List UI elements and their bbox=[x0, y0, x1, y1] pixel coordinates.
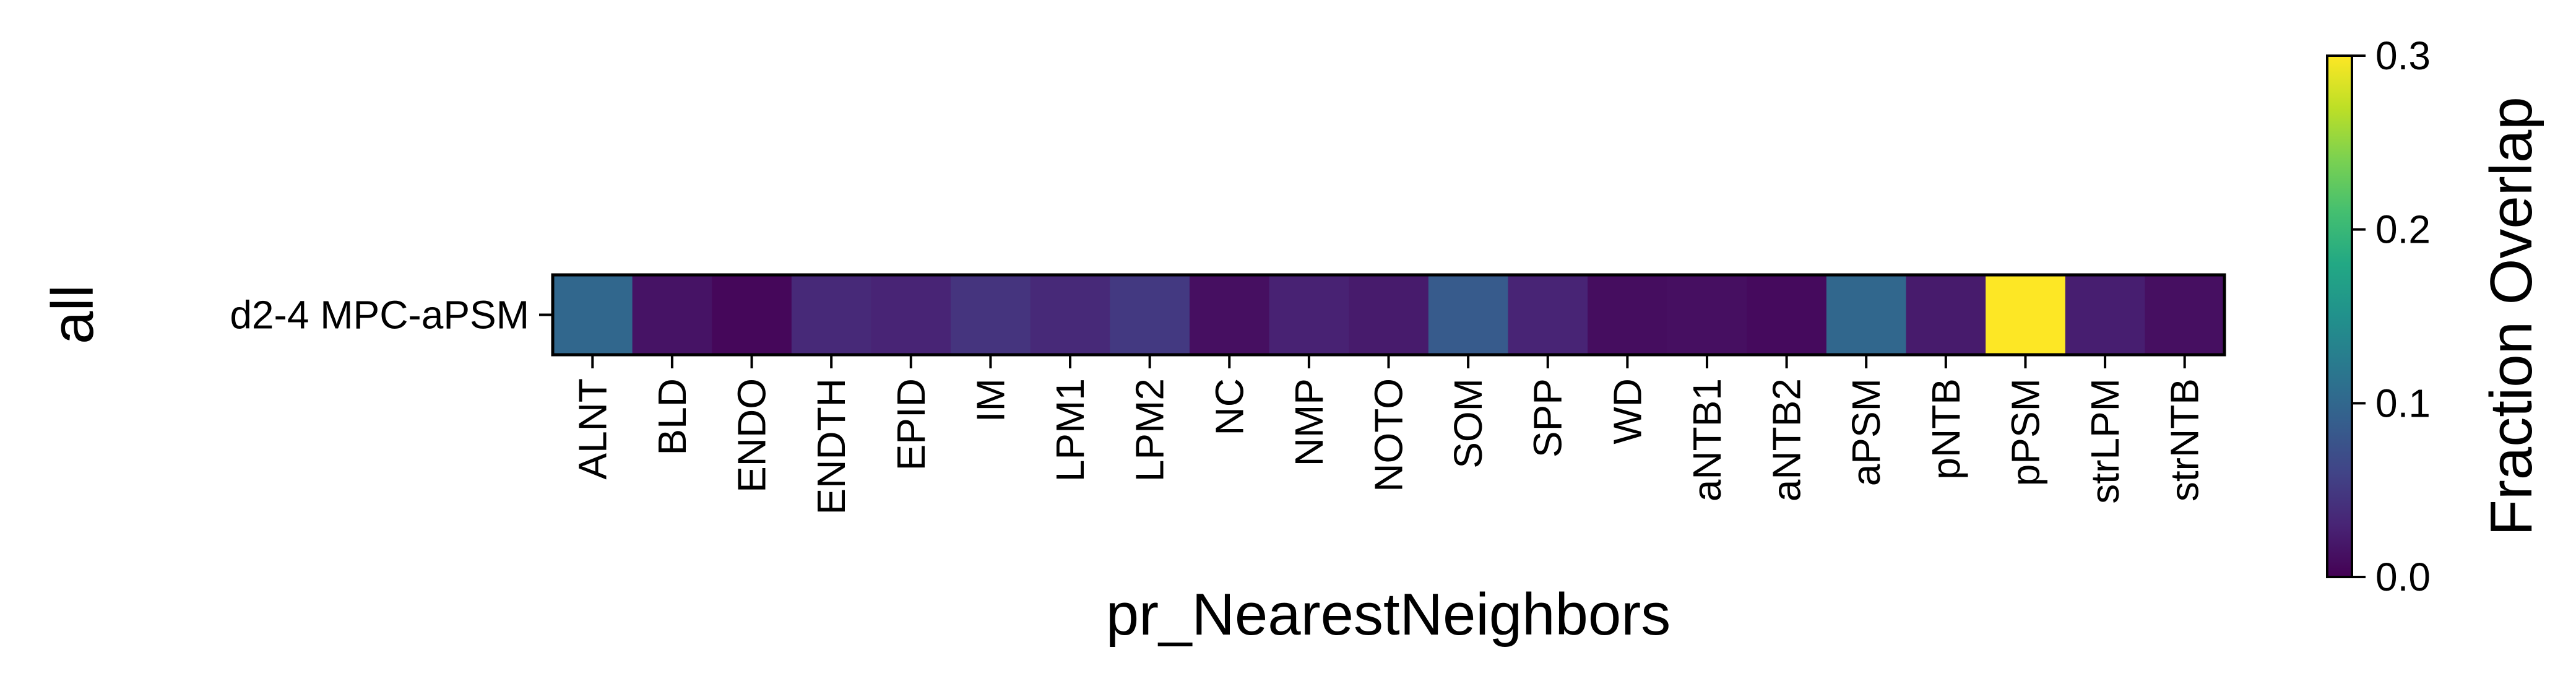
x-tick-label: ALNT bbox=[570, 378, 615, 480]
x-tick-label: SOM bbox=[1446, 378, 1490, 469]
heatmap-cell bbox=[632, 275, 712, 355]
x-tick-label: aNTB1 bbox=[1685, 378, 1729, 501]
heatmap-cell bbox=[1667, 275, 1747, 355]
heatmap-cell bbox=[2145, 275, 2225, 355]
x-tick-label: ENDTH bbox=[809, 378, 854, 514]
y-tick-label: d2-4 MPC-aPSM bbox=[230, 293, 529, 337]
heatmap-cell bbox=[1189, 275, 1270, 355]
heatmap-cell bbox=[1110, 275, 1190, 355]
heatmap-cell bbox=[1986, 275, 2066, 355]
colorbar-tick-label: 0.0 bbox=[2375, 555, 2431, 599]
x-tick-label: pNTB bbox=[1924, 378, 1968, 480]
heatmap-cell bbox=[1428, 275, 1509, 355]
x-tick-label: IM bbox=[968, 378, 1013, 422]
x-tick-label: BLD bbox=[650, 378, 694, 456]
x-tick-label: LPM2 bbox=[1128, 378, 1172, 482]
heatmap-cell bbox=[1269, 275, 1349, 355]
x-tick-label: EPID bbox=[889, 378, 933, 471]
colorbar-tick-label: 0.2 bbox=[2375, 207, 2431, 252]
colorbar-tick-label: 0.1 bbox=[2375, 381, 2431, 425]
heatmap-cell bbox=[791, 275, 872, 355]
colorbar-gradient bbox=[2326, 54, 2353, 578]
x-tick-label: SPP bbox=[1526, 378, 1570, 458]
y-axis-label: all bbox=[40, 285, 106, 344]
x-tick-label: strNTB bbox=[2163, 378, 2207, 501]
heatmap-cell bbox=[1030, 275, 1110, 355]
colorbar-label: Fraction Overlap bbox=[2478, 97, 2544, 536]
heatmap-cell bbox=[871, 275, 951, 355]
x-tick-label: NMP bbox=[1287, 378, 1331, 466]
x-axis-label: pr_NearestNeighbors bbox=[1106, 581, 1671, 648]
heatmap-cell bbox=[951, 275, 1031, 355]
colorbar: 0.0 0.1 0.2 0.3 Fraction Overlap bbox=[2326, 33, 2544, 599]
x-tick-label: WD bbox=[1605, 378, 1649, 445]
heatmap-cell bbox=[712, 275, 792, 355]
y-axis-ticks: d2-4 MPC-aPSM bbox=[230, 293, 553, 337]
heatmap-cell bbox=[553, 275, 633, 355]
x-tick-label: aNTB2 bbox=[1765, 378, 1809, 501]
heatmap-cells bbox=[553, 275, 2225, 355]
x-tick-label: strLPM bbox=[2083, 378, 2127, 504]
heatmap-cell bbox=[1588, 275, 1668, 355]
heatmap-cell bbox=[1508, 275, 1588, 355]
x-tick-label: aPSM bbox=[1844, 378, 1888, 486]
colorbar-tick-label: 0.3 bbox=[2375, 33, 2431, 78]
colorbar-ticks: 0.0 0.1 0.2 0.3 bbox=[2352, 33, 2431, 599]
x-tick-label: NOTO bbox=[1367, 378, 1411, 492]
x-tick-label: LPM1 bbox=[1048, 378, 1092, 482]
heatmap-cell bbox=[2065, 275, 2145, 355]
heatmap-cell bbox=[1826, 275, 1907, 355]
x-axis-ticks: ALNT BLD ENDO ENDTH EPID IM LPM1 LPM2 NC NMP NOTO S… bbox=[570, 355, 2207, 514]
x-tick-label: NC bbox=[1207, 378, 1251, 435]
heatmap-cell bbox=[1747, 275, 1827, 355]
x-tick-label: ENDO bbox=[730, 378, 774, 493]
heatmap-cell bbox=[1349, 275, 1429, 355]
heatmap-cell bbox=[1906, 275, 1986, 355]
x-tick-label: pPSM bbox=[2003, 378, 2047, 486]
